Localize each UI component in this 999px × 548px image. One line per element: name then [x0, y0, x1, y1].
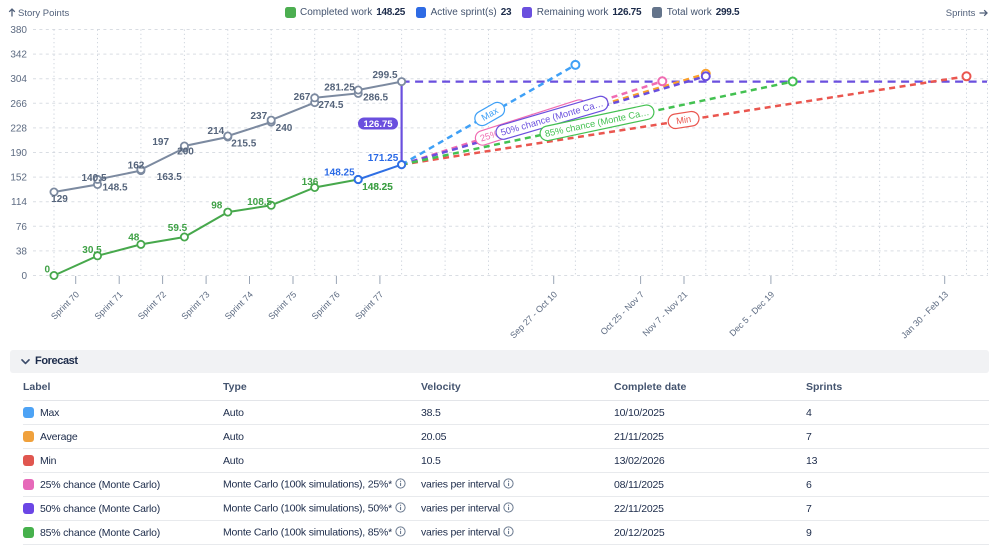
- svg-text:Dec 5 - Dec 19: Dec 5 - Dec 19: [727, 289, 776, 338]
- svg-text:240: 240: [276, 123, 293, 134]
- svg-text:304: 304: [10, 74, 27, 85]
- svg-text:Sep 27 - Oct 10: Sep 27 - Oct 10: [508, 289, 559, 340]
- svg-text:Jan 30 - Feb 13: Jan 30 - Feb 13: [899, 289, 950, 340]
- svg-text:Min: Min: [675, 114, 691, 126]
- svg-text:76: 76: [16, 222, 28, 233]
- svg-text:171.25: 171.25: [368, 153, 399, 164]
- svg-text:Nov 7 - Nov 21: Nov 7 - Nov 21: [640, 289, 689, 338]
- svg-text:148.25: 148.25: [362, 182, 393, 193]
- svg-text:0: 0: [45, 265, 51, 276]
- svg-text:140.5: 140.5: [81, 173, 106, 184]
- svg-text:162: 162: [128, 161, 145, 172]
- svg-text:Sprint 74: Sprint 74: [223, 289, 255, 321]
- svg-text:129: 129: [51, 194, 68, 205]
- svg-text:163.5: 163.5: [157, 172, 182, 183]
- svg-text:59.5: 59.5: [168, 223, 188, 234]
- svg-text:228: 228: [10, 123, 27, 134]
- svg-text:281.25: 281.25: [324, 83, 355, 94]
- svg-text:Sprint 71: Sprint 71: [92, 289, 124, 321]
- svg-text:286.5: 286.5: [363, 92, 388, 103]
- svg-text:274.5: 274.5: [318, 100, 343, 111]
- svg-text:108.5: 108.5: [247, 197, 272, 208]
- svg-text:342: 342: [10, 50, 27, 61]
- svg-text:148.5: 148.5: [102, 183, 127, 194]
- svg-text:Oct 25 - Nov 7: Oct 25 - Nov 7: [598, 289, 646, 337]
- svg-text:38: 38: [16, 246, 28, 257]
- svg-text:380: 380: [10, 25, 27, 36]
- svg-text:Sprint 76: Sprint 76: [310, 289, 342, 321]
- svg-text:197: 197: [152, 137, 169, 148]
- svg-text:148.25: 148.25: [362, 182, 393, 193]
- svg-text:200: 200: [177, 146, 194, 157]
- svg-text:148.25: 148.25: [324, 168, 355, 179]
- svg-text:48: 48: [128, 233, 140, 244]
- svg-text:237: 237: [250, 111, 267, 122]
- svg-text:30.5: 30.5: [82, 245, 102, 256]
- svg-text:266: 266: [10, 99, 27, 110]
- svg-text:152: 152: [10, 173, 27, 184]
- svg-text:215.5: 215.5: [231, 139, 256, 150]
- svg-text:136: 136: [302, 177, 319, 188]
- svg-text:Sprint 72: Sprint 72: [136, 289, 168, 321]
- svg-text:114: 114: [11, 197, 27, 208]
- svg-text:Sprint 73: Sprint 73: [179, 289, 211, 321]
- svg-text:299.5: 299.5: [372, 70, 397, 81]
- svg-text:126.75: 126.75: [363, 119, 393, 130]
- svg-text:190: 190: [10, 148, 27, 159]
- svg-text:Sprint 75: Sprint 75: [266, 289, 298, 321]
- svg-text:267: 267: [294, 92, 311, 103]
- svg-text:Sprint 77: Sprint 77: [353, 289, 385, 321]
- svg-text:214: 214: [208, 126, 225, 137]
- svg-text:98: 98: [211, 201, 223, 212]
- svg-text:Sprint 70: Sprint 70: [49, 289, 81, 321]
- svg-text:0: 0: [21, 271, 27, 282]
